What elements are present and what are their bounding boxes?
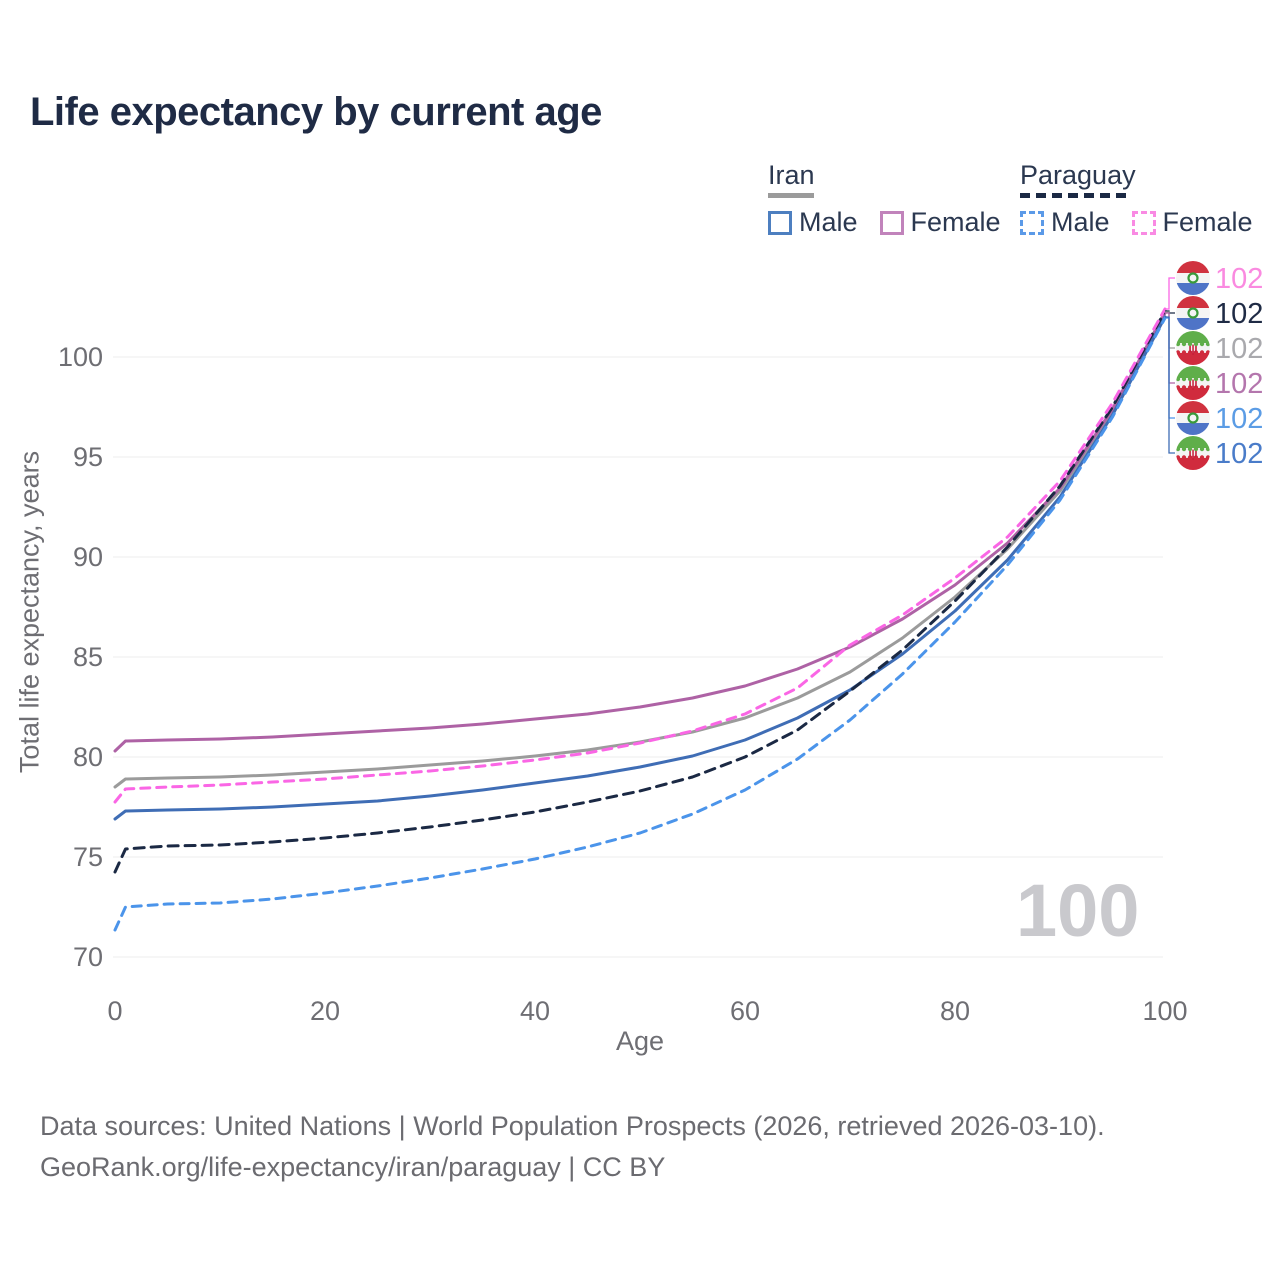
legend-label: Female <box>910 207 1001 237</box>
end-value-label: 102 <box>1215 438 1263 470</box>
page-title: Life expectancy by current age <box>30 90 602 134</box>
series-line-iran-total <box>113 310 1167 789</box>
x-tick-60: 60 <box>730 996 760 1026</box>
footer: Data sources: United Nations | World Pop… <box>40 1106 1105 1188</box>
iran-flag-icon: ψ <box>1176 436 1210 470</box>
legend-underline-iran <box>768 193 814 198</box>
leader-line <box>1165 277 1175 310</box>
age-counter-watermark: 100 <box>1016 869 1140 952</box>
y-axis-title: Total life expectancy, years <box>14 450 45 774</box>
footer-attribution-line: GeoRank.org/life-expectancy/iran/paragua… <box>40 1152 666 1182</box>
legend-label: Male <box>799 207 858 237</box>
paraguay-flag-icon <box>1176 296 1210 330</box>
y-tick-85: 85 <box>73 642 103 672</box>
end-value-label: 102 <box>1215 263 1263 295</box>
series-line-iran-female <box>113 311 1167 753</box>
iran-female-swatch-icon <box>879 210 904 235</box>
paraguay-flag-icon <box>1176 261 1210 295</box>
end-value-label: 102 <box>1215 368 1263 400</box>
y-tick-70: 70 <box>73 942 103 972</box>
end-value-label: 102 <box>1215 403 1263 435</box>
x-tick-80: 80 <box>940 996 970 1026</box>
svg-text:ψ: ψ <box>1188 447 1197 461</box>
legend-label: Female <box>1162 207 1253 237</box>
x-tick-100: 100 <box>1142 996 1187 1026</box>
legend-title-iran: Iran <box>768 160 815 190</box>
y-tick-100: 100 <box>58 342 103 372</box>
x-axis-title: Age <box>615 1026 665 1056</box>
paraguay-female-swatch-icon <box>1131 210 1156 235</box>
series-line-paraguay-female <box>113 307 1167 804</box>
legend-item-paraguay-male[interactable]: Male <box>1020 207 1110 238</box>
legend-label: Male <box>1051 207 1110 237</box>
y-tick-75: 75 <box>73 842 103 872</box>
legend-group-iran: Iran Male Female <box>768 160 1001 238</box>
legend-item-iran-male[interactable]: Male <box>768 207 858 238</box>
end-value-label: 102 <box>1215 333 1263 365</box>
legend-item-iran-female[interactable]: Female <box>879 207 1001 238</box>
leader-line <box>1165 317 1175 419</box>
legend-group-paraguay: Paraguay Male Female <box>1020 160 1253 238</box>
footer-sources-line: Data sources: United Nations | World Pop… <box>40 1111 1105 1141</box>
series-line-iran-male <box>113 315 1167 821</box>
x-tick-0: 0 <box>107 996 122 1026</box>
end-value-label: 102 <box>1215 298 1263 330</box>
legend-item-paraguay-female[interactable]: Female <box>1131 207 1253 238</box>
x-tick-20: 20 <box>310 996 340 1026</box>
iran-flag-icon: ψ <box>1176 366 1210 400</box>
leader-line <box>1165 316 1175 454</box>
paraguay-male-swatch-icon <box>1020 210 1044 235</box>
svg-text:ψ: ψ <box>1188 342 1197 356</box>
legend-title-paraguay: Paraguay <box>1020 160 1136 190</box>
iran-flag-icon: ψ <box>1176 331 1210 365</box>
svg-text:ψ: ψ <box>1188 377 1197 391</box>
legend-underline-paraguay <box>1020 193 1126 198</box>
series-line-paraguay-male <box>113 316 1167 932</box>
y-tick-95: 95 <box>73 442 103 472</box>
series-line-paraguay-total <box>113 309 1167 874</box>
paraguay-flag-icon <box>1176 401 1210 435</box>
y-tick-90: 90 <box>73 542 103 572</box>
x-tick-40: 40 <box>520 996 550 1026</box>
y-tick-80: 80 <box>73 742 103 772</box>
iran-male-swatch-icon <box>768 210 792 235</box>
